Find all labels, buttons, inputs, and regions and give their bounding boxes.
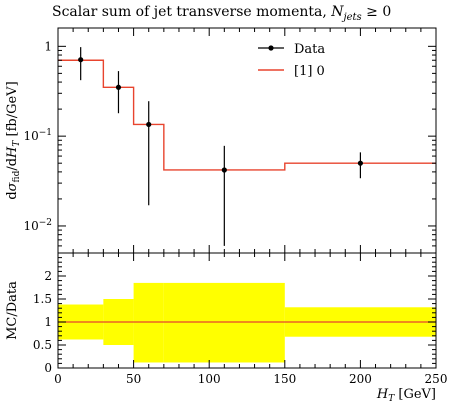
x-tick-label: 50 xyxy=(126,372,141,386)
ratio-y-tick-label: 2 xyxy=(44,269,52,283)
x-axis-label: HT [GeV] xyxy=(376,387,436,404)
ratio-y-tick-label: 0.5 xyxy=(33,338,52,352)
data-point xyxy=(115,84,122,90)
x-tick-label: 0 xyxy=(54,372,62,386)
y-tick-label: 1 xyxy=(44,39,52,53)
x-tick-label: 100 xyxy=(198,372,221,386)
y-tick-label: 10−1 xyxy=(23,128,52,143)
uncertainty-band xyxy=(163,282,285,363)
y-tick-label: 10−2 xyxy=(23,218,52,233)
x-tick-label: 250 xyxy=(425,372,448,386)
data-point xyxy=(357,160,363,166)
data-point xyxy=(78,57,84,63)
data-point xyxy=(221,167,227,173)
x-tick-label: 200 xyxy=(349,372,372,386)
ratio-y-tick-label: 1.5 xyxy=(33,292,52,306)
mc-histogram xyxy=(58,59,436,171)
ratio-y-axis-label: MC/Data xyxy=(5,281,20,340)
data-point xyxy=(146,121,152,128)
ratio-panel-frame xyxy=(57,252,437,369)
y-axis-label: dσfid/dHT [fb/GeV] xyxy=(5,81,22,199)
ratio-y-tick-label: 0 xyxy=(44,361,52,375)
chart-title: Scalar sum of jet transverse momenta, Nj… xyxy=(52,4,392,23)
legend-data-marker xyxy=(268,45,274,51)
ratio-y-tick-label: 1 xyxy=(44,315,52,329)
x-tick-label: 150 xyxy=(273,372,296,386)
legend-mc-label: [1] 0 xyxy=(294,64,325,79)
legend-data-label: Data xyxy=(294,42,325,57)
uncertainty-band xyxy=(133,282,164,363)
main-panel-frame xyxy=(57,27,437,254)
